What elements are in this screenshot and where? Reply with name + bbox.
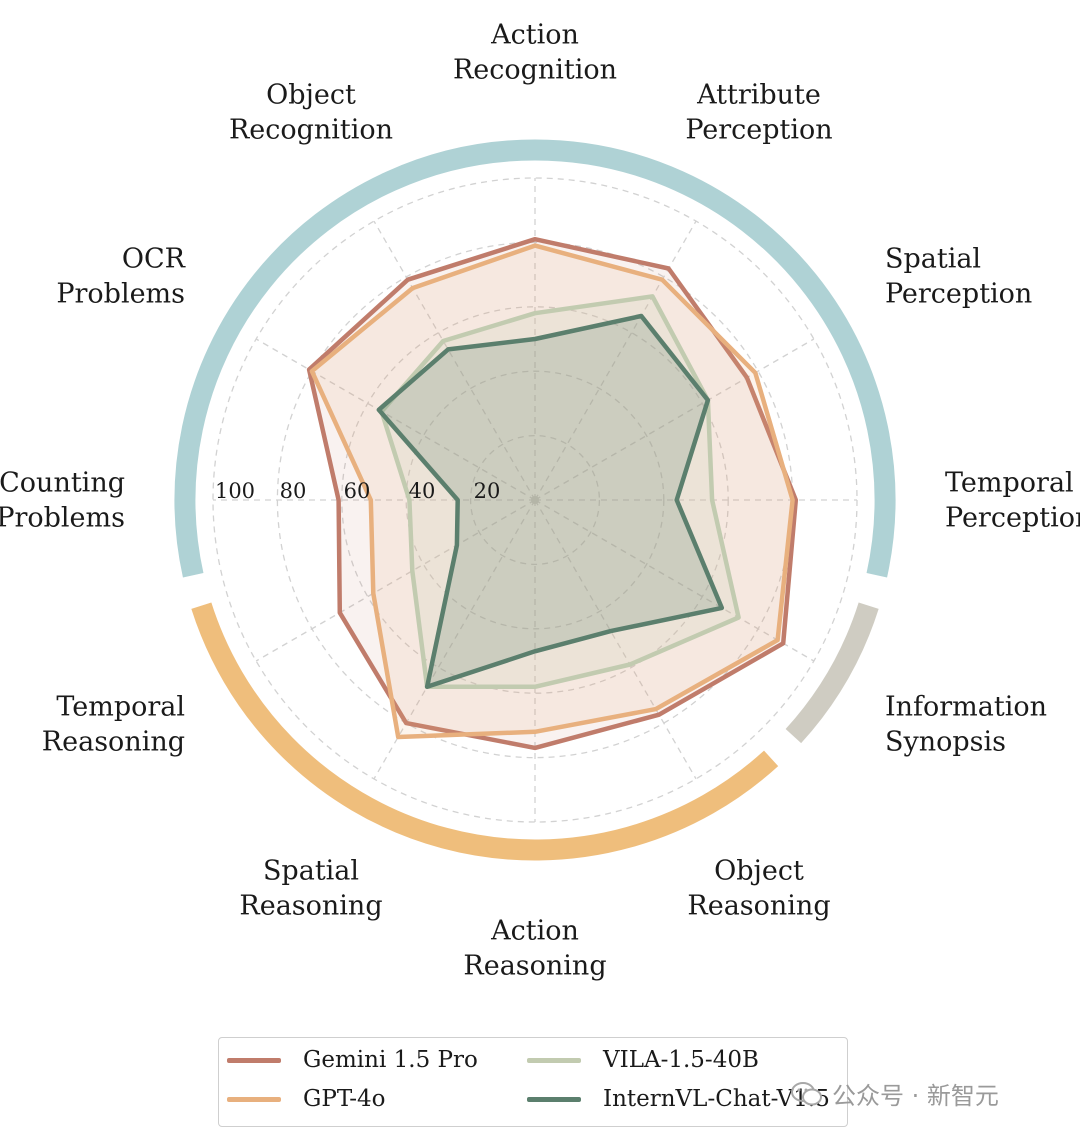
axis-label-counting-problems: Counting Problems [0,468,125,534]
series-gpt-4o [309,243,795,740]
legend-swatch-gemini [227,1057,281,1063]
axis-label-action-reasoning: Action Reasoning [463,916,606,982]
axis-label-object-recognition: Object Recognition [229,80,393,146]
legend-item-internvl-chat-v1-5: InternVL-Chat-V1.5 [527,1086,830,1112]
axis-label-action-recognition: Action Recognition [453,20,617,86]
axis-label-object-reasoning: Object Reasoning [687,855,830,921]
grid-ring-20 [469,434,601,566]
spoke-object-reasoning [534,499,697,780]
legend-swatch-gpt [227,1096,281,1102]
legend-item-vila-1-5-40b: VILA-1.5-40B [527,1047,759,1073]
tick-label-80: 80 [280,479,307,503]
tick-label-20: 20 [474,479,501,503]
spoke-temporal-reasoning [255,499,536,662]
spoke-object-recognition [373,220,536,501]
axis-label-temporal-perception: Temporal Perception [945,468,1080,534]
series-internvl-chat-v1-5 [376,313,725,690]
group-arc-reasoning [191,602,779,861]
wechat-icon [791,1081,822,1105]
tick-label-40: 40 [409,479,436,503]
legend-swatch-internvl [527,1096,581,1102]
tick-label-100: 100 [215,479,255,503]
axis-label-ocr-problems: OCR Problems [56,244,185,310]
legend-swatch-vila [527,1057,581,1063]
group-arc-perception [174,139,896,578]
tick-label-60: 60 [344,479,371,503]
axis-label-temporal-reasoning: Temporal Reasoning [42,692,185,758]
legend-item-gemini-1-5-pro: Gemini 1.5 Pro [227,1047,478,1073]
axis-label-spatial-reasoning: Spatial Reasoning [239,855,382,921]
spoke-information-synopsis [534,499,815,662]
legend: Gemini 1.5 Pro GPT-4o VILA-1.5-40B Inter… [218,1037,848,1127]
legend-label-gpt: GPT-4o [303,1086,386,1112]
grid-ring-40 [405,370,665,630]
grid-ring-60 [341,306,729,694]
axis-label-information-synopsis: Information Synopsis [885,692,1047,758]
legend-item-gpt-4o: GPT-4o [227,1086,385,1112]
watermark: 公众号 · 新智元 [790,1076,999,1111]
center-dot [531,496,539,504]
watermark-text: 公众号 · 新智元 [832,1082,999,1110]
spoke-spatial-perception [534,338,815,501]
legend-label-vila: VILA-1.5-40B [603,1047,759,1073]
spoke-spatial-reasoning [373,499,536,780]
spoke-ocr-problems [255,338,536,501]
group-arc-synopsis [785,602,879,744]
legend-label-gemini: Gemini 1.5 Pro [303,1047,478,1073]
axis-label-spatial-perception: Spatial Perception [885,244,1032,310]
axis-label-attribute-perception: Attribute Perception [685,80,832,146]
